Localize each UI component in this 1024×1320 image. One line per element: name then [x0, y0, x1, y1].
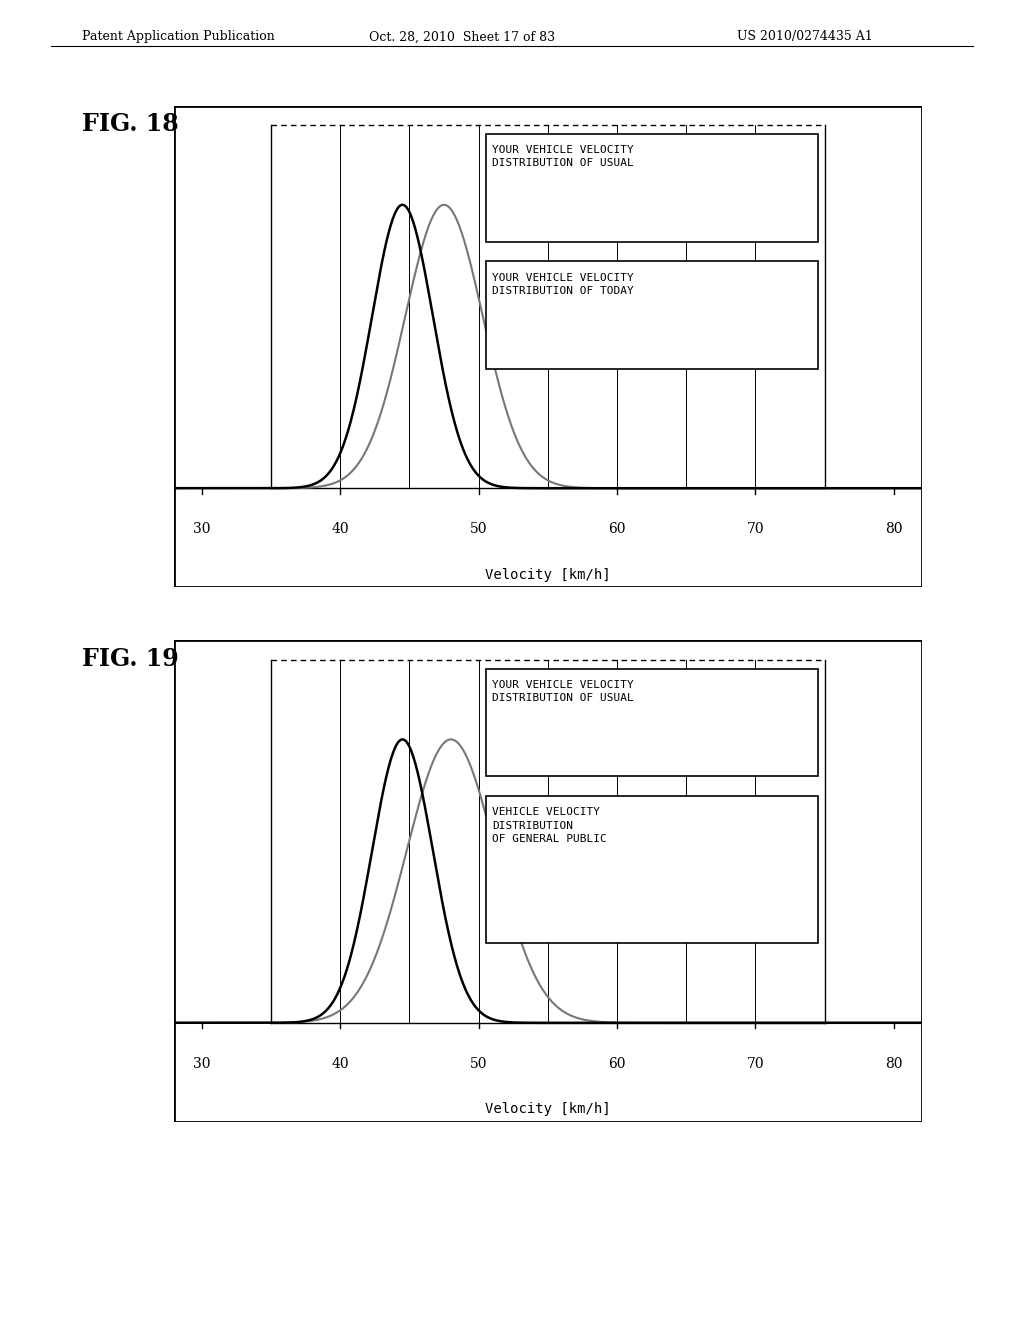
Text: 60: 60: [608, 1057, 626, 1071]
Text: 80: 80: [885, 523, 903, 536]
Text: FIG. 18: FIG. 18: [82, 112, 178, 136]
Text: YOUR VEHICLE VELOCITY
DISTRIBUTION OF USUAL: YOUR VEHICLE VELOCITY DISTRIBUTION OF US…: [493, 145, 634, 169]
Text: 80: 80: [885, 1057, 903, 1071]
FancyBboxPatch shape: [485, 796, 818, 944]
Text: YOUR VEHICLE VELOCITY
DISTRIBUTION OF TODAY: YOUR VEHICLE VELOCITY DISTRIBUTION OF TO…: [493, 273, 634, 296]
Text: 40: 40: [332, 523, 349, 536]
Text: Oct. 28, 2010  Sheet 17 of 83: Oct. 28, 2010 Sheet 17 of 83: [369, 30, 555, 44]
Text: 60: 60: [608, 523, 626, 536]
Text: 50: 50: [470, 523, 487, 536]
FancyBboxPatch shape: [485, 133, 818, 242]
FancyBboxPatch shape: [485, 261, 818, 370]
Text: 50: 50: [470, 1057, 487, 1071]
Text: 30: 30: [193, 1057, 211, 1071]
Text: Velocity [km/h]: Velocity [km/h]: [485, 568, 610, 582]
Bar: [174, 640, 922, 1122]
Text: 30: 30: [193, 523, 211, 536]
Text: US 2010/0274435 A1: US 2010/0274435 A1: [737, 30, 873, 44]
Text: FIG. 19: FIG. 19: [82, 647, 178, 671]
Text: Velocity [km/h]: Velocity [km/h]: [485, 1102, 610, 1117]
Text: VEHICLE VELOCITY
DISTRIBUTION
OF GENERAL PUBLIC: VEHICLE VELOCITY DISTRIBUTION OF GENERAL…: [493, 808, 607, 843]
Text: 70: 70: [746, 1057, 764, 1071]
Text: 40: 40: [332, 1057, 349, 1071]
Bar: [174, 106, 922, 587]
Text: 70: 70: [746, 523, 764, 536]
Text: YOUR VEHICLE VELOCITY
DISTRIBUTION OF USUAL: YOUR VEHICLE VELOCITY DISTRIBUTION OF US…: [493, 680, 634, 704]
Text: Patent Application Publication: Patent Application Publication: [82, 30, 274, 44]
FancyBboxPatch shape: [485, 668, 818, 776]
